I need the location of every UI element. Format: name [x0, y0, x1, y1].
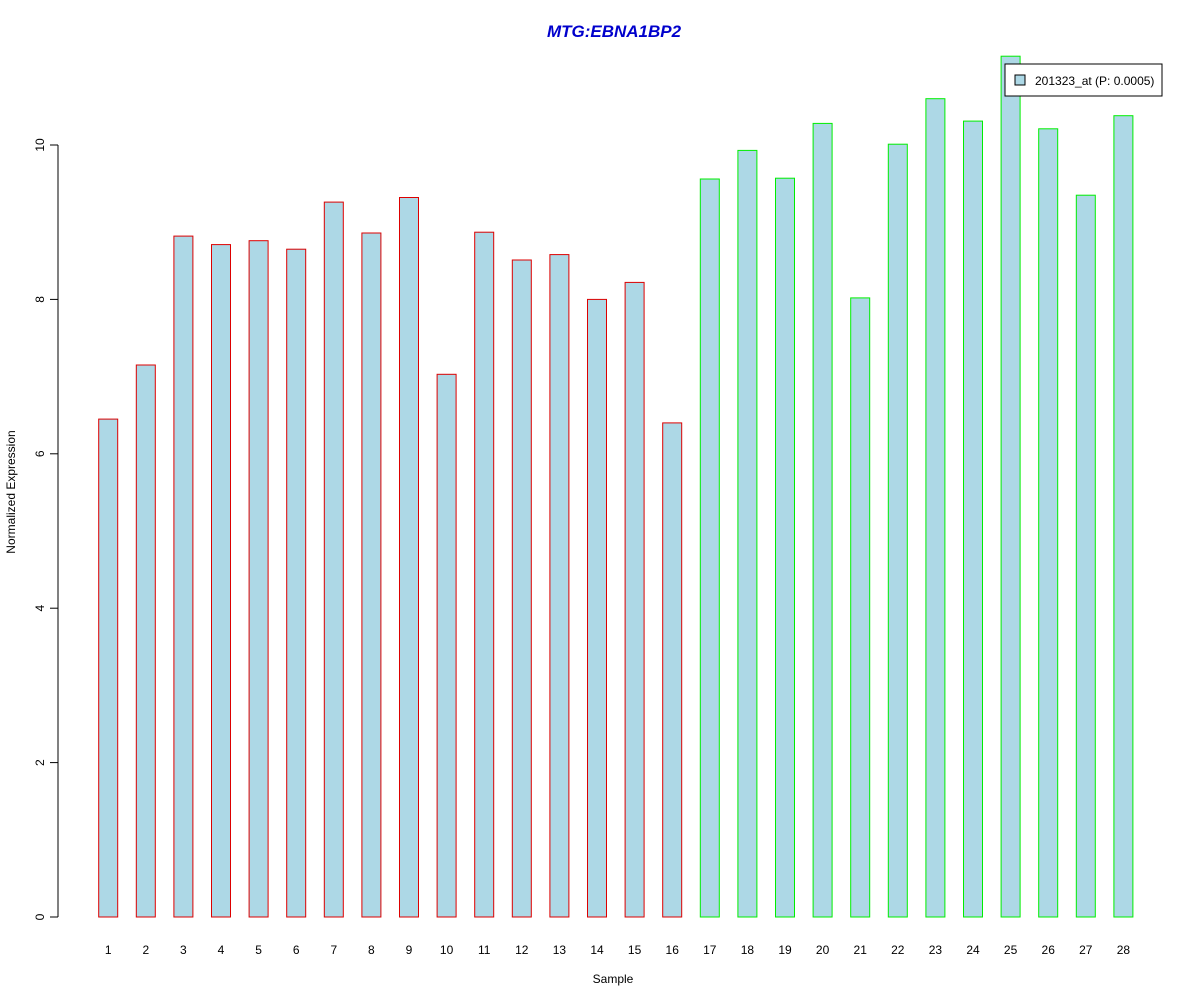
x-tick-label: 15	[628, 943, 642, 957]
x-tick-label: 6	[293, 943, 300, 957]
bar-sample-13	[549, 254, 570, 918]
bar-sample-10	[436, 373, 457, 918]
x-tick-label: 16	[666, 943, 680, 957]
bar-sample-19	[775, 177, 795, 918]
x-tick-label: 1	[105, 943, 112, 957]
bar-sample-11	[474, 231, 495, 918]
bar-sample-17	[699, 178, 720, 918]
x-tick-label: 21	[854, 943, 868, 957]
bar-sample-1	[98, 418, 119, 918]
bar-sample-18	[737, 149, 758, 918]
bar-sample-22	[887, 143, 908, 918]
bar-sample-23	[925, 98, 946, 918]
x-tick-label: 3	[180, 943, 187, 957]
x-tick-label: 4	[218, 943, 225, 957]
bar-sample-9	[399, 197, 419, 918]
x-tick-label: 2	[142, 943, 149, 957]
y-tick-label: 6	[33, 450, 47, 457]
x-tick-labels: 1 2 3 4 5 6 7 8 9 10 11 12 13 14 15 16 17 18 19 20 21 22 23 24 2…	[105, 943, 1131, 957]
legend-swatch	[1014, 74, 1026, 86]
x-tick-label: 28	[1117, 943, 1131, 957]
x-tick-label: 26	[1042, 943, 1056, 957]
x-tick-label: 13	[553, 943, 567, 957]
bars-group	[98, 55, 1134, 918]
x-tick-label: 27	[1079, 943, 1093, 957]
x-tick-label: 20	[816, 943, 830, 957]
x-tick-label: 14	[590, 943, 604, 957]
x-tick-label: 8	[368, 943, 375, 957]
x-tick-label: 11	[478, 943, 491, 957]
x-tick-label: 5	[255, 943, 262, 957]
x-tick-label: 23	[929, 943, 943, 957]
bar-sample-28	[1113, 115, 1134, 918]
y-tick-label: 8	[33, 296, 47, 303]
bar-sample-24	[963, 120, 983, 918]
x-tick-label: 17	[703, 943, 717, 957]
bar-sample-15	[624, 281, 645, 918]
x-tick-label: 7	[330, 943, 337, 957]
bar-sample-16	[662, 422, 683, 918]
x-tick-label: 10	[440, 943, 454, 957]
legend: 201323_at (P: 0.0005)	[1004, 63, 1163, 97]
bar-sample-6	[286, 248, 307, 918]
legend-box	[1004, 63, 1163, 97]
x-tick-label: 24	[966, 943, 980, 957]
y-tick-label: 10	[33, 138, 47, 152]
x-tick-label: 18	[741, 943, 755, 957]
chart-title: MTG:EBNA1BP2	[547, 22, 682, 41]
y-axis: 0 2 4 6 8 10	[33, 138, 59, 920]
bar-sample-25	[1000, 55, 1021, 918]
bar-sample-14	[587, 298, 607, 918]
bar-sample-12	[511, 259, 532, 918]
x-tick-label: 9	[406, 943, 413, 957]
y-tick-label: 4	[33, 605, 47, 612]
bar-sample-7	[323, 201, 344, 918]
bar-sample-26	[1038, 128, 1059, 918]
x-tick-label: 19	[778, 943, 792, 957]
bar-sample-27	[1075, 194, 1096, 918]
x-axis-label: Sample	[593, 972, 634, 986]
legend-label: 201323_at (P: 0.0005)	[1035, 74, 1154, 88]
x-tick-label: 22	[891, 943, 905, 957]
bar-sample-5	[248, 240, 269, 918]
y-tick-label: 2	[33, 759, 47, 766]
x-tick-label: 12	[515, 943, 529, 957]
bar-sample-20	[812, 122, 833, 918]
bar-sample-3	[173, 235, 194, 918]
bar-sample-21	[850, 297, 871, 918]
y-axis-label: Normalized Expression	[4, 430, 18, 553]
y-tick-label: 0	[33, 913, 47, 920]
bar-sample-8	[361, 232, 382, 918]
x-tick-label: 25	[1004, 943, 1018, 957]
bar-sample-2	[135, 364, 156, 918]
bar-sample-4	[211, 244, 231, 918]
